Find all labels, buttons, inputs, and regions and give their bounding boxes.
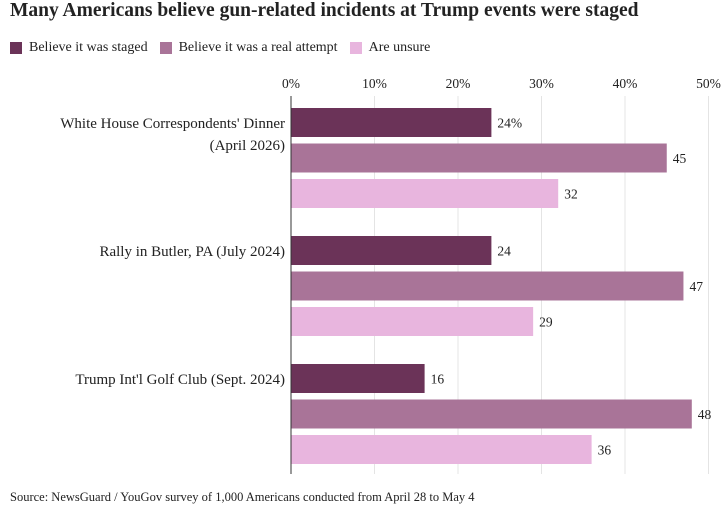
bar bbox=[291, 435, 592, 464]
data-label: 16 bbox=[431, 372, 445, 387]
legend-item-unsure: Are unsure bbox=[349, 39, 431, 57]
source-note: Source: NewsGuard / YouGov survey of 1,0… bbox=[10, 490, 475, 504]
x-tick-label: 40% bbox=[613, 76, 638, 91]
legend: Believe it was staged Believe it was a r… bbox=[10, 39, 442, 57]
legend-label-staged: Believe it was staged bbox=[29, 40, 148, 55]
x-tick-label: 10% bbox=[362, 76, 387, 91]
bar bbox=[291, 307, 534, 336]
legend-swatch-staged bbox=[10, 42, 22, 54]
x-tick-label: 30% bbox=[529, 76, 554, 91]
data-label: 48 bbox=[698, 407, 712, 422]
data-label: 24% bbox=[497, 116, 522, 131]
category-label: White House Correspondents' Dinner (April… bbox=[60, 116, 285, 154]
data-label: 24 bbox=[497, 244, 511, 259]
data-label: 45 bbox=[673, 151, 687, 166]
legend-label-real-attempt: Believe it was a real attempt bbox=[178, 40, 338, 55]
data-label: 29 bbox=[539, 315, 553, 330]
bar bbox=[291, 143, 667, 173]
legend-swatch-unsure bbox=[349, 42, 362, 54]
data-label: 32 bbox=[564, 187, 578, 202]
legend-item-staged: Believe it was staged bbox=[10, 39, 148, 57]
category-label: Trump Int'l Golf Club (Sept. 2024) bbox=[75, 372, 285, 388]
bar bbox=[291, 108, 492, 137]
legend-item-real-attempt: Believe it was a real attempt bbox=[159, 39, 338, 57]
bar bbox=[291, 271, 684, 301]
chart-title: Many Americans believe gun-related incid… bbox=[10, 0, 639, 21]
legend-label-unsure: Are unsure bbox=[368, 40, 431, 55]
x-tick-label: 20% bbox=[446, 76, 471, 91]
data-label: 47 bbox=[689, 279, 703, 294]
data-label: 36 bbox=[598, 443, 612, 458]
bar bbox=[291, 179, 559, 208]
bar bbox=[291, 364, 425, 393]
bar bbox=[291, 399, 692, 429]
x-tick-label: 0% bbox=[282, 76, 300, 91]
legend-swatch-real-attempt bbox=[159, 42, 172, 54]
category-label: Rally in Butler, PA (July 2024) bbox=[99, 244, 285, 260]
x-tick-label: 50% bbox=[696, 76, 721, 91]
bar bbox=[291, 236, 492, 265]
